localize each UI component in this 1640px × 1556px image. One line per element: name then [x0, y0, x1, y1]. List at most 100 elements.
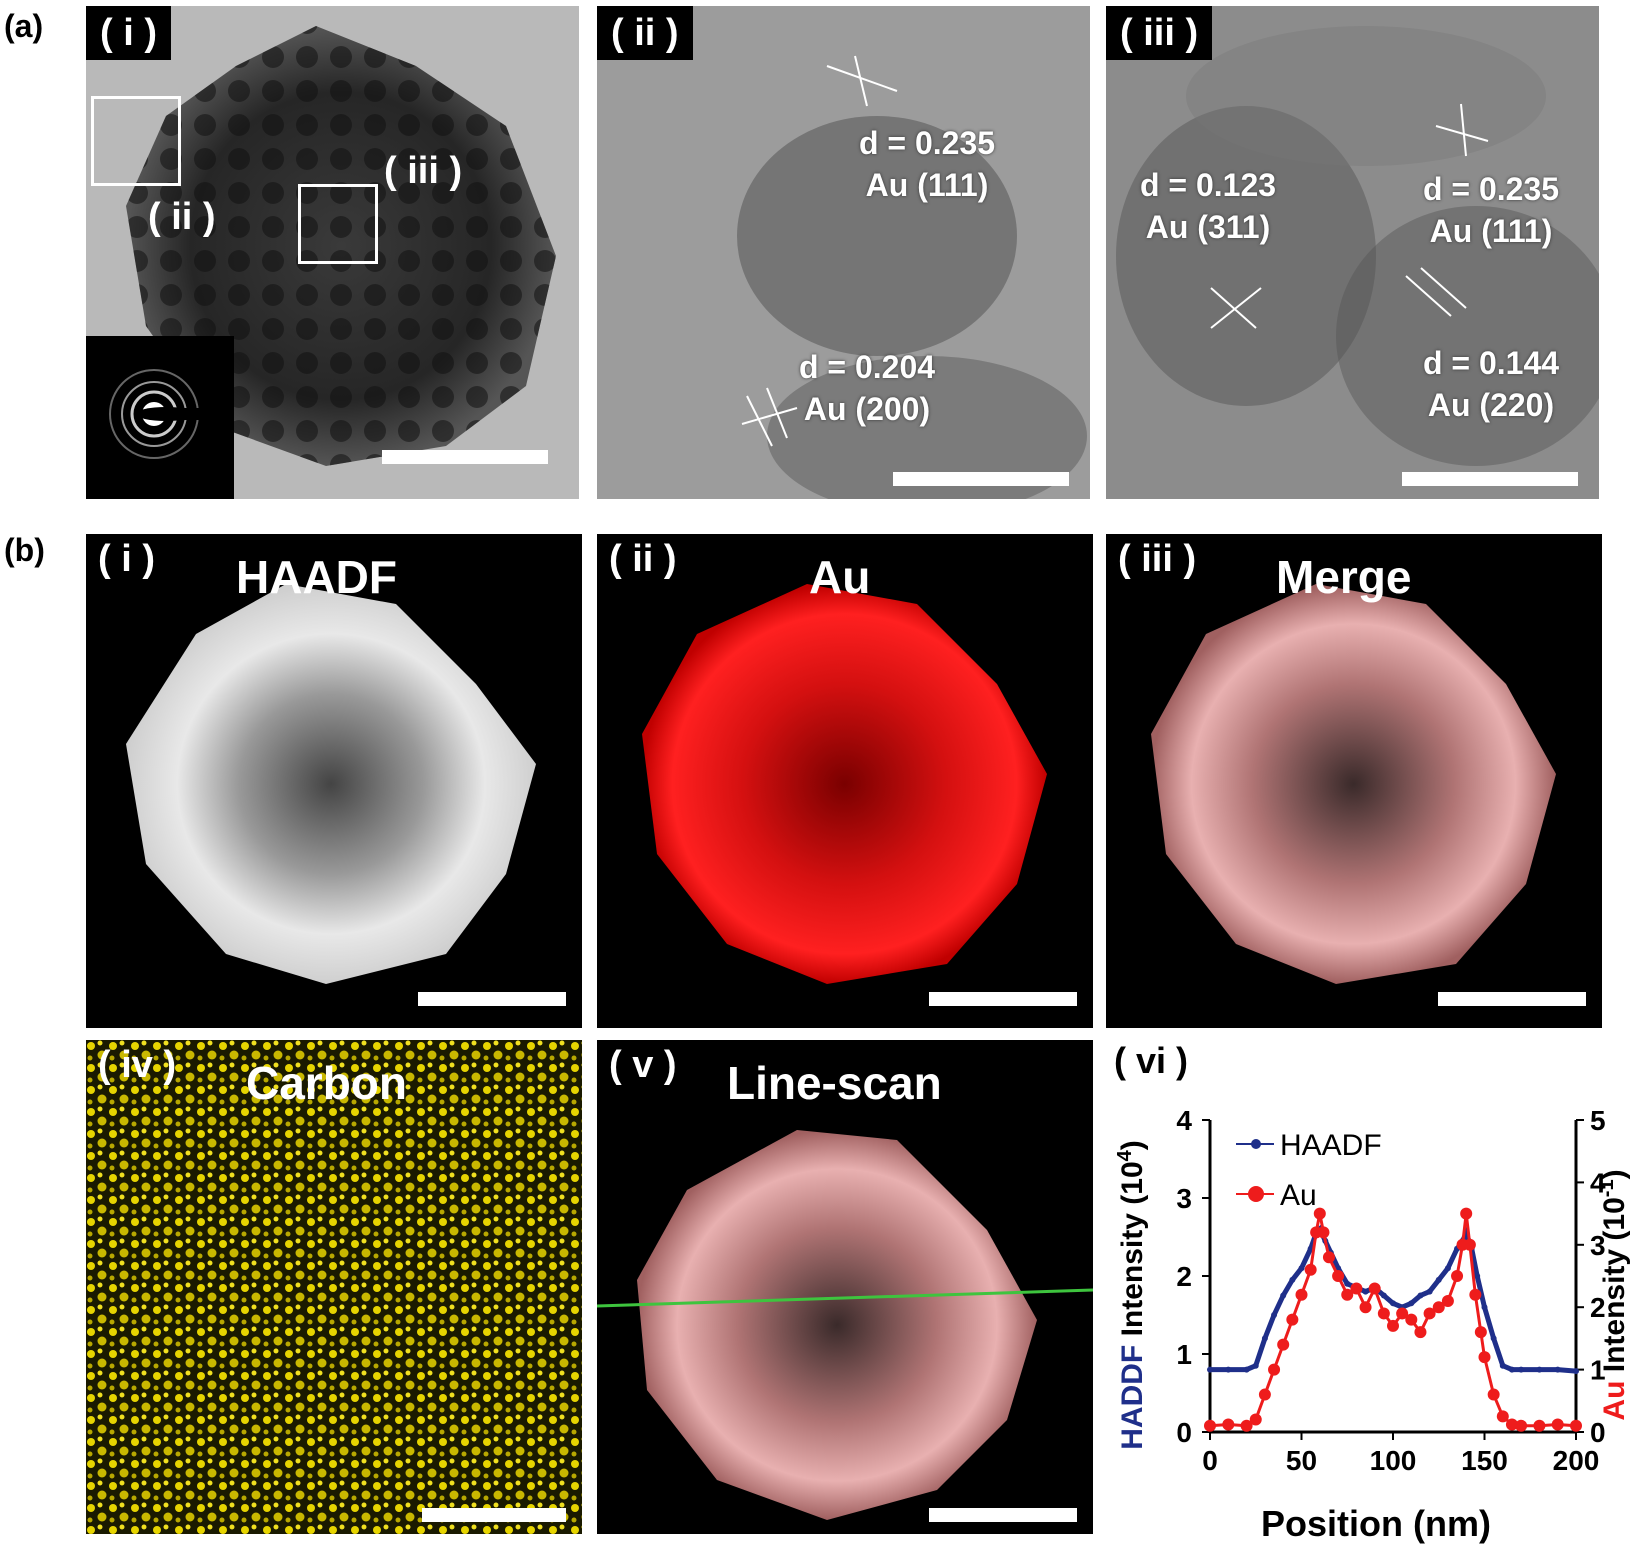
- data-point: [1368, 1282, 1381, 1295]
- data-point: [1204, 1419, 1216, 1432]
- data-point: [1322, 1251, 1335, 1264]
- data-point: [1332, 1270, 1345, 1282]
- region-box-ii: [91, 96, 181, 186]
- data-point: [1344, 1280, 1351, 1287]
- y-right-tick-label: 5: [1590, 1105, 1606, 1136]
- panel-b-iii-merge-map: ( iii ) Merge: [1106, 534, 1602, 1028]
- panel-tag: ( iii ): [1118, 538, 1197, 580]
- panel-tag: ( v ): [609, 1044, 677, 1086]
- data-point: [1474, 1326, 1487, 1339]
- panel-title: Carbon: [246, 1057, 407, 1109]
- data-point: [1258, 1388, 1271, 1401]
- merge-map-graphic: [1151, 584, 1556, 984]
- data-point: [1432, 1301, 1445, 1314]
- y-left-tick-label: 1: [1176, 1339, 1192, 1370]
- legend-marker: [1248, 1186, 1264, 1202]
- d-spacing: d = 0.235: [858, 125, 996, 161]
- y-left-tick-label: 4: [1176, 1105, 1192, 1136]
- series-line: [1210, 1224, 1577, 1374]
- panel-a-ii-hrtem-image: ( ii ) d = 0.235 Au (111) d = 0.204 Au (…: [597, 6, 1090, 499]
- y-axis-label-right: Au Intensity (10-1): [1596, 1169, 1631, 1420]
- panel-tag: ( iii ): [1106, 6, 1213, 60]
- data-point: [1240, 1419, 1253, 1432]
- data-point: [1451, 1270, 1464, 1282]
- y-right-tick-label: 1: [1590, 1355, 1606, 1386]
- data-point: [1481, 1304, 1488, 1311]
- scale-bar: [893, 472, 1069, 486]
- data-point: [1268, 1363, 1281, 1376]
- scale-bar: [418, 992, 566, 1006]
- data-point: [1499, 1362, 1506, 1369]
- panel-tag: ( ii ): [609, 538, 677, 580]
- scale-bar: [1438, 992, 1586, 1006]
- data-point: [1377, 1307, 1390, 1320]
- x-tick-label: 150: [1461, 1445, 1508, 1476]
- chart-legend: HAADF Au: [1236, 1129, 1382, 1212]
- panel-b-vi-line-profile: ( vi ) 0 50 100 150 200 0 1 2 3 4 0 1 2 3 4 5 HAADF Au P…: [1106, 1040, 1636, 1550]
- series-au: [1204, 1207, 1582, 1432]
- data-point: [1261, 1335, 1268, 1342]
- x-tick-label: 200: [1553, 1445, 1600, 1476]
- panel-tag: ( vi ): [1114, 1040, 1189, 1081]
- data-point: [1317, 1226, 1330, 1239]
- data-point: [1536, 1366, 1543, 1373]
- scale-bar: [1402, 472, 1578, 486]
- legend-label: Au: [1280, 1179, 1317, 1212]
- data-point: [1474, 1273, 1481, 1279]
- data-point: [1505, 1418, 1518, 1431]
- panel-a-iii-hrtem-image: ( iii ) d = 0.123 Au (311) d = 0.235 Au …: [1106, 6, 1599, 499]
- region-box-iii: [298, 184, 378, 264]
- scale-bar: [929, 992, 1077, 1006]
- scale-bar: [422, 1508, 566, 1522]
- data-point: [1271, 1312, 1278, 1318]
- legend-label: HAADF: [1280, 1129, 1382, 1162]
- lattice-annotation-1: d = 0.123 Au (311): [1128, 164, 1288, 248]
- data-point: [1286, 1313, 1299, 1326]
- y-right-tick-label: 4: [1590, 1167, 1606, 1198]
- y-left-tick-label: 2: [1176, 1261, 1192, 1292]
- data-point: [1533, 1419, 1546, 1432]
- panel-title: Merge: [1276, 551, 1412, 603]
- d-spacing: d = 0.235: [1422, 171, 1560, 207]
- data-point: [1359, 1301, 1372, 1314]
- data-point: [1277, 1338, 1290, 1351]
- data-point: [1463, 1238, 1476, 1251]
- d-spacing: d = 0.204: [798, 349, 936, 385]
- data-point: [1490, 1335, 1497, 1342]
- region-label-ii: ( ii ): [148, 196, 216, 238]
- data-point: [1298, 1265, 1305, 1272]
- panel-b-iv-carbon-map: ( iv ) Carbon: [86, 1040, 582, 1534]
- panel-title: Line-scan: [727, 1057, 942, 1109]
- au-map-graphic: [642, 584, 1047, 984]
- panel-a-i-tem-image: ( i ) ( ii ) ( iii ): [86, 6, 579, 499]
- data-point: [1570, 1419, 1582, 1432]
- crystal-plane: Au (311): [1145, 209, 1271, 245]
- data-point: [1350, 1282, 1363, 1295]
- line-scan-map-graphic: [597, 1130, 1093, 1520]
- line-scan-path: [597, 1288, 1093, 1308]
- legend-marker: [1251, 1139, 1261, 1149]
- panel-tag: ( i ): [86, 6, 171, 60]
- panel-title: Au: [809, 551, 871, 603]
- data-point: [1380, 1292, 1387, 1299]
- panel-tag: ( i ): [98, 538, 155, 580]
- data-point: [1423, 1307, 1436, 1320]
- panel-b-i-haadf-image: ( i ) HAADF: [86, 534, 582, 1028]
- data-point: [1551, 1418, 1564, 1431]
- data-point: [1417, 1292, 1424, 1299]
- figure-label-a: (a): [4, 8, 44, 44]
- lattice-annotation-2: d = 0.204 Au (200): [777, 346, 957, 430]
- x-axis-label: Position (nm): [1261, 1503, 1491, 1544]
- data-point: [1469, 1288, 1482, 1301]
- data-point: [1289, 1276, 1296, 1283]
- data-point: [1390, 1300, 1396, 1307]
- y-right-tick-label: 3: [1590, 1230, 1606, 1261]
- y-left-tick-label: 0: [1176, 1417, 1192, 1448]
- panel-title: HAADF: [236, 551, 397, 603]
- saed-pattern-graphic: [109, 369, 234, 459]
- data-point: [1405, 1313, 1418, 1326]
- lattice-annotation-1: d = 0.235 Au (111): [837, 122, 1017, 206]
- lattice-annotation-2: d = 0.235 Au (111): [1406, 168, 1576, 252]
- y-right-tick-label: 2: [1590, 1292, 1606, 1323]
